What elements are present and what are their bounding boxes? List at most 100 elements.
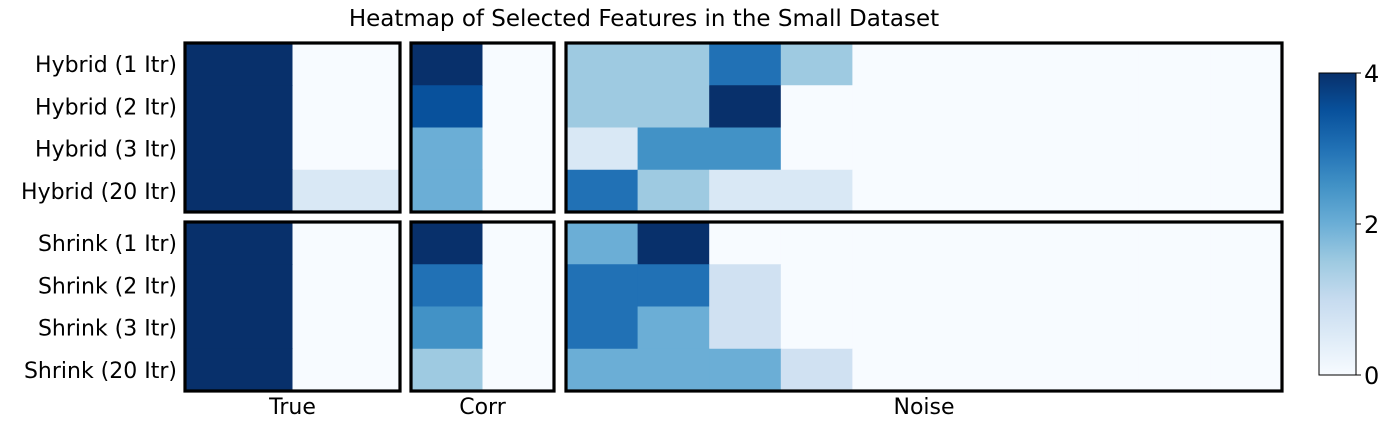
row-label: Hybrid (2 Itr) xyxy=(35,95,177,120)
heatmap-cell xyxy=(637,169,710,213)
heatmap-cell xyxy=(780,43,853,86)
heatmap-cells xyxy=(185,43,1283,392)
heatmap-cell xyxy=(924,169,997,213)
heatmap-cell xyxy=(292,222,401,265)
heatmap-cell xyxy=(780,85,853,128)
heatmap-cell xyxy=(566,306,639,350)
heatmap-cell xyxy=(1067,43,1140,86)
heatmap-cell xyxy=(780,348,853,392)
heatmap-cell xyxy=(566,85,639,128)
heatmap-cell xyxy=(185,306,293,350)
heatmap-cell xyxy=(1067,306,1140,350)
heatmap-cell xyxy=(709,306,782,350)
heatmap-cell xyxy=(292,264,401,307)
heatmap-cell xyxy=(1067,348,1140,392)
heatmap-cell xyxy=(482,169,555,213)
heatmap-cell xyxy=(924,85,997,128)
heatmap-cell xyxy=(1067,169,1140,213)
heatmap-cell xyxy=(1210,127,1283,171)
heatmap-cell xyxy=(852,85,925,128)
heatmap-cell xyxy=(185,43,293,86)
heatmap-cell xyxy=(709,222,782,265)
heatmap-cell xyxy=(185,222,293,265)
heatmap-cell xyxy=(1067,127,1140,171)
colorbar-tick-label: 2 xyxy=(1364,211,1379,239)
heatmap-cell xyxy=(185,127,293,171)
row-labels: Hybrid (1 Itr) Hybrid (2 Itr) Hybrid (3 It… xyxy=(21,53,177,384)
heatmap-cell xyxy=(1210,169,1283,213)
heatmap-cell xyxy=(709,127,782,171)
heatmap-cell xyxy=(411,127,483,171)
heatmap-cell xyxy=(482,222,555,265)
group-labels: True Corr Noise xyxy=(268,395,954,420)
colorbar xyxy=(1318,72,1357,376)
heatmap-cell xyxy=(292,169,401,213)
heatmap-cell xyxy=(292,127,401,171)
heatmap-cell xyxy=(852,169,925,213)
heatmap-cell xyxy=(924,264,997,307)
colorbar-tick-label: 4 xyxy=(1364,60,1379,88)
heatmap-cell xyxy=(780,306,853,350)
panel-frame xyxy=(564,220,1284,393)
heatmap-cell xyxy=(637,306,710,350)
heatmap-cell xyxy=(1138,127,1211,171)
heatmap-cell xyxy=(411,222,483,265)
heatmap-cell xyxy=(780,169,853,213)
heatmap-cell xyxy=(924,306,997,350)
heatmap-cell xyxy=(292,85,401,128)
heatmap-cell xyxy=(1138,169,1211,213)
panel-frames xyxy=(183,41,1284,393)
heatmap-cell xyxy=(709,348,782,392)
heatmap-cell xyxy=(411,85,483,128)
heatmap-cell xyxy=(637,43,710,86)
row-label: Hybrid (20 Itr) xyxy=(21,180,177,205)
heatmap-cell xyxy=(852,43,925,86)
heatmap-cell xyxy=(995,127,1068,171)
heatmap-cell xyxy=(566,169,639,213)
heatmap-cell xyxy=(709,85,782,128)
heatmap-cell xyxy=(1210,264,1283,307)
heatmap-cell xyxy=(1210,306,1283,350)
heatmap-cell xyxy=(995,43,1068,86)
heatmap-cell xyxy=(482,43,555,86)
heatmap-cell xyxy=(411,306,483,350)
heatmap-cell xyxy=(411,264,483,307)
panel-frame xyxy=(409,41,556,214)
heatmap-cell xyxy=(924,43,997,86)
heatmap-cell xyxy=(995,169,1068,213)
heatmap-cell xyxy=(924,127,997,171)
heatmap-cell xyxy=(1138,222,1211,265)
row-label: Hybrid (1 Itr) xyxy=(35,53,177,78)
row-label: Shrink (1 Itr) xyxy=(38,232,177,257)
heatmap-cell xyxy=(924,348,997,392)
heatmap-cell xyxy=(995,306,1068,350)
heatmap-cell xyxy=(1067,222,1140,265)
heatmap-cell xyxy=(780,222,853,265)
heatmap-cell xyxy=(1138,43,1211,86)
group-label: True xyxy=(268,395,316,420)
heatmap-cell xyxy=(482,127,555,171)
heatmap-cell xyxy=(482,306,555,350)
heatmap-cell xyxy=(1138,85,1211,128)
colorbar-ticks: 0 2 4 xyxy=(1356,60,1379,390)
panel-frame xyxy=(183,41,402,214)
chart-title: Heatmap of Selected Features in the Smal… xyxy=(349,6,939,32)
panel-frame xyxy=(409,220,556,393)
row-label: Hybrid (3 Itr) xyxy=(35,138,177,163)
row-label: Shrink (3 Itr) xyxy=(38,317,177,342)
heatmap-cell xyxy=(482,85,555,128)
heatmap-cell xyxy=(852,348,925,392)
heatmap-cell xyxy=(1067,264,1140,307)
heatmap-cell xyxy=(709,264,782,307)
heatmap-cell xyxy=(411,169,483,213)
heatmap-cell xyxy=(995,222,1068,265)
heatmap-cell xyxy=(1138,264,1211,307)
heatmap-cell xyxy=(1067,85,1140,128)
heatmap-cell xyxy=(780,264,853,307)
heatmap-cell xyxy=(482,348,555,392)
heatmap-cell xyxy=(185,169,293,213)
heatmap-cell xyxy=(852,222,925,265)
heatmap-cell xyxy=(566,348,639,392)
heatmap-cell xyxy=(292,306,401,350)
heatmap-cell xyxy=(637,85,710,128)
